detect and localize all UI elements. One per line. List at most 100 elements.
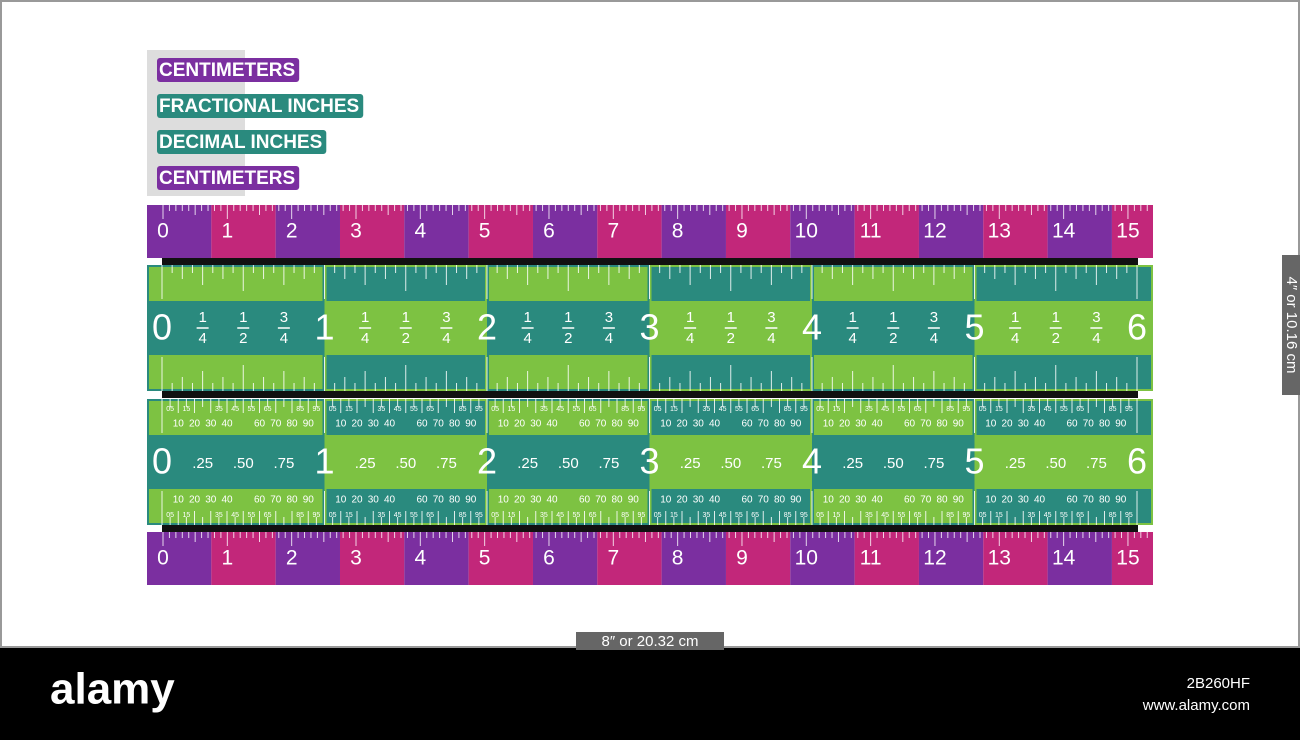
fraction-numerator: 3 bbox=[1092, 309, 1100, 326]
hundredths-label: 35 bbox=[702, 512, 710, 519]
hundredths-label: 20 bbox=[189, 419, 201, 430]
fraction-denominator: 2 bbox=[402, 330, 410, 347]
hundredths-label: 30 bbox=[855, 495, 867, 506]
cm-label: 6 bbox=[543, 220, 555, 243]
decimal-label: .25 bbox=[517, 455, 538, 472]
fraction-denominator: 4 bbox=[930, 330, 938, 347]
hundredths-label: 40 bbox=[709, 419, 721, 430]
cm-segment bbox=[983, 532, 1048, 585]
hundredths-label: 10 bbox=[335, 495, 347, 506]
fraction-denominator: 4 bbox=[198, 330, 206, 347]
fraction-denominator: 2 bbox=[727, 330, 735, 347]
inch-label: 6 bbox=[1127, 307, 1147, 348]
decimal-label: .50 bbox=[233, 455, 254, 472]
hundredths-label: 80 bbox=[774, 419, 786, 430]
hundredths-label: 05 bbox=[166, 406, 174, 413]
hundredths-label: 10 bbox=[498, 419, 510, 430]
cm-label: 5 bbox=[479, 220, 491, 243]
fraction-denominator: 4 bbox=[686, 330, 694, 347]
hundredths-label: 55 bbox=[897, 512, 905, 519]
hundredths-label: 10 bbox=[498, 495, 510, 506]
separator bbox=[162, 391, 1138, 398]
decimal-label: .75 bbox=[923, 455, 944, 472]
legend-label-box bbox=[157, 130, 327, 154]
hundredths-label: 05 bbox=[329, 512, 337, 519]
cm-label: 7 bbox=[607, 547, 619, 570]
cm-label: 10 bbox=[795, 547, 818, 570]
hundredths-label: 30 bbox=[855, 419, 867, 430]
inch-label: 4 bbox=[802, 441, 822, 482]
cm-label: 9 bbox=[736, 547, 748, 570]
fraction-numerator: 1 bbox=[1052, 309, 1060, 326]
hundredths-label: 65 bbox=[589, 406, 597, 413]
hundredths-label: 55 bbox=[1060, 406, 1068, 413]
hundredths-label: 05 bbox=[816, 406, 824, 413]
hundredths-label: 30 bbox=[530, 495, 542, 506]
hundredths-label: 65 bbox=[751, 406, 759, 413]
cm-label: 10 bbox=[795, 220, 818, 243]
cm-segment bbox=[275, 205, 340, 258]
hundredths-label: 60 bbox=[254, 419, 266, 430]
hundredths-label: 80 bbox=[611, 419, 623, 430]
footer-logo: alamy bbox=[50, 665, 175, 714]
hundredths-label: 20 bbox=[839, 419, 851, 430]
cm-label: 15 bbox=[1116, 220, 1139, 243]
hundredths-label: 10 bbox=[823, 495, 835, 506]
cm-segment bbox=[468, 205, 533, 258]
hundredths-label: 30 bbox=[368, 495, 380, 506]
fraction-numerator: 1 bbox=[523, 309, 531, 326]
hundredths-label: 55 bbox=[410, 512, 418, 519]
footer-url: www.alamy.com bbox=[1142, 697, 1250, 714]
cm-segment bbox=[147, 532, 212, 585]
cm-segment bbox=[1111, 532, 1153, 585]
hundredths-label: 15 bbox=[182, 512, 190, 519]
hundredths-label: 45 bbox=[1044, 512, 1052, 519]
cm-segment bbox=[147, 205, 212, 258]
cm-label: 12 bbox=[923, 547, 946, 570]
decimal-label: .75 bbox=[436, 455, 457, 472]
hundredths-label: 85 bbox=[784, 406, 792, 413]
hundredths-label: 65 bbox=[751, 512, 759, 519]
cm-segment bbox=[597, 532, 662, 585]
cm-segment bbox=[725, 532, 791, 585]
fraction-numerator: 1 bbox=[686, 309, 694, 326]
hundredths-label: 20 bbox=[514, 419, 526, 430]
cm-segment bbox=[854, 532, 919, 585]
hundredths-label: 15 bbox=[345, 512, 353, 519]
cm-segment bbox=[211, 205, 276, 258]
cm-label: 13 bbox=[988, 220, 1011, 243]
cm-label: 11 bbox=[860, 220, 882, 243]
cm-label: 14 bbox=[1052, 220, 1076, 243]
footer-bar bbox=[0, 648, 1300, 740]
fraction-denominator: 2 bbox=[239, 330, 247, 347]
hundredths-label: 80 bbox=[936, 495, 948, 506]
hundredths-label: 40 bbox=[871, 419, 883, 430]
hundredths-label: 35 bbox=[377, 512, 385, 519]
hundredths-label: 70 bbox=[595, 419, 607, 430]
cm-segment bbox=[532, 532, 598, 585]
tick-strip bbox=[149, 267, 323, 301]
cm-segment bbox=[211, 532, 276, 585]
fraction-denominator: 4 bbox=[605, 330, 613, 347]
hundredths-label: 45 bbox=[556, 512, 564, 519]
hundredths-label: 35 bbox=[540, 406, 548, 413]
decimal-label: .75 bbox=[598, 455, 619, 472]
hundredths-label: 95 bbox=[962, 406, 970, 413]
hundredths-label: 65 bbox=[426, 406, 434, 413]
hundredths-label: 20 bbox=[1001, 419, 1013, 430]
hundredths-label: 35 bbox=[540, 512, 548, 519]
cm-segment bbox=[790, 205, 855, 258]
hundredths-label: 55 bbox=[247, 512, 255, 519]
hundredths-label: 90 bbox=[465, 419, 477, 430]
hundredths-label: 40 bbox=[1034, 495, 1046, 506]
hundredths-label: 15 bbox=[507, 406, 515, 413]
hundredths-label: 05 bbox=[166, 512, 174, 519]
hundredths-label: 45 bbox=[881, 512, 889, 519]
cm-label: 4 bbox=[414, 547, 426, 570]
hundredths-label: 85 bbox=[784, 512, 792, 519]
cm-segment bbox=[661, 532, 726, 585]
cm-segment bbox=[275, 532, 340, 585]
cm-segment bbox=[1047, 205, 1112, 258]
hundredths-label: 90 bbox=[790, 419, 802, 430]
